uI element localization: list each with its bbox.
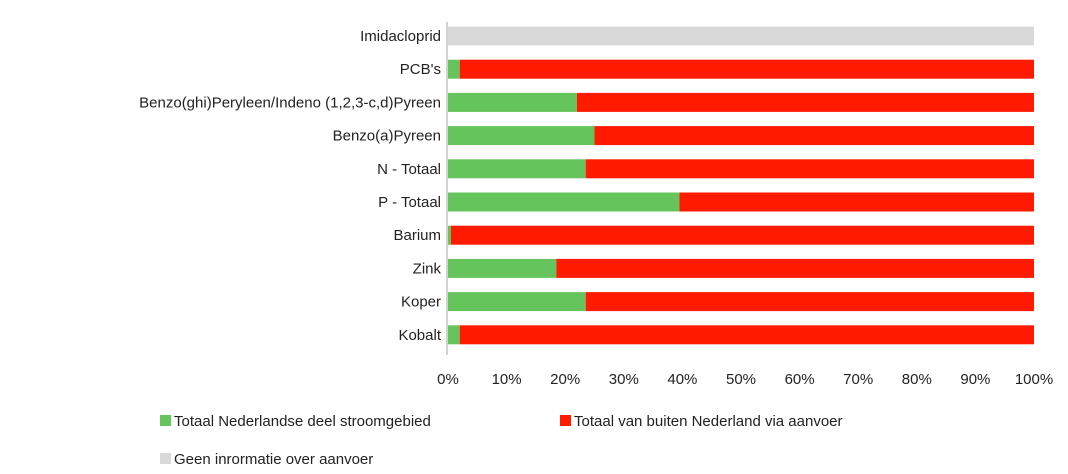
x-tick-label: 100% bbox=[1015, 371, 1053, 388]
x-tick-label: 70% bbox=[843, 371, 873, 388]
legend-label: Totaal van buiten Nederland via aanvoer bbox=[574, 413, 843, 430]
bar-segment bbox=[556, 258, 1034, 278]
bar-segment bbox=[448, 192, 680, 212]
bar-segment bbox=[448, 225, 451, 245]
bar-segment bbox=[594, 126, 1034, 146]
x-tick-label: 40% bbox=[667, 371, 697, 388]
x-axis-ticks: 0% 10% 20% 30% 40% 50% 60% 70% 80% 90% 100% bbox=[437, 371, 1053, 388]
category-label: Benzo(a)Pyreen bbox=[333, 128, 441, 145]
category-labels: Imidacloprid PCB's Benzo(ghi)Peryleen/Inde… bbox=[139, 28, 442, 344]
category-label: N - Totaal bbox=[377, 161, 441, 178]
bar-segment bbox=[585, 159, 1034, 179]
bar-segment bbox=[448, 92, 577, 112]
legend: Totaal Nederlandse deel stroomgebied Tota… bbox=[160, 413, 843, 468]
x-tick-label: 20% bbox=[550, 371, 580, 388]
category-label: PCB's bbox=[400, 61, 441, 78]
x-tick-label: 10% bbox=[492, 371, 522, 388]
bar-segment bbox=[448, 26, 1034, 46]
x-tick-label: 60% bbox=[785, 371, 815, 388]
bar-segment bbox=[459, 59, 1035, 79]
category-label: Imidacloprid bbox=[360, 28, 441, 45]
bar-segment bbox=[448, 126, 595, 146]
bar-segment bbox=[450, 225, 1034, 245]
bar-segment bbox=[448, 159, 586, 179]
legend-label: Geen inrormatie over aanvoer bbox=[174, 451, 373, 468]
x-tick-label: 50% bbox=[726, 371, 756, 388]
x-tick-label: 80% bbox=[902, 371, 932, 388]
bar-segment bbox=[448, 258, 557, 278]
x-tick-label: 30% bbox=[609, 371, 639, 388]
bar-segment bbox=[448, 292, 586, 312]
bar-segment bbox=[448, 59, 460, 79]
legend-swatch bbox=[560, 415, 571, 426]
x-tick-label: 90% bbox=[960, 371, 990, 388]
category-label: P - Totaal bbox=[378, 194, 441, 211]
category-label: Benzo(ghi)Peryleen/Indeno (1,2,3-c,d)Pyr… bbox=[139, 94, 441, 111]
legend-swatch bbox=[160, 453, 171, 464]
category-label: Koper bbox=[401, 294, 441, 311]
bar-segment bbox=[448, 325, 460, 345]
bar-group bbox=[448, 26, 1035, 345]
category-label: Zink bbox=[413, 260, 442, 277]
x-tick-label: 0% bbox=[437, 371, 459, 388]
bar-segment bbox=[576, 92, 1034, 112]
bar-segment bbox=[585, 292, 1034, 312]
bar-segment bbox=[679, 192, 1034, 212]
category-label: Kobalt bbox=[398, 327, 441, 344]
legend-label: Totaal Nederlandse deel stroomgebied bbox=[174, 413, 431, 430]
category-label: Barium bbox=[393, 227, 441, 244]
legend-swatch bbox=[160, 415, 171, 426]
bar-segment bbox=[459, 325, 1035, 345]
